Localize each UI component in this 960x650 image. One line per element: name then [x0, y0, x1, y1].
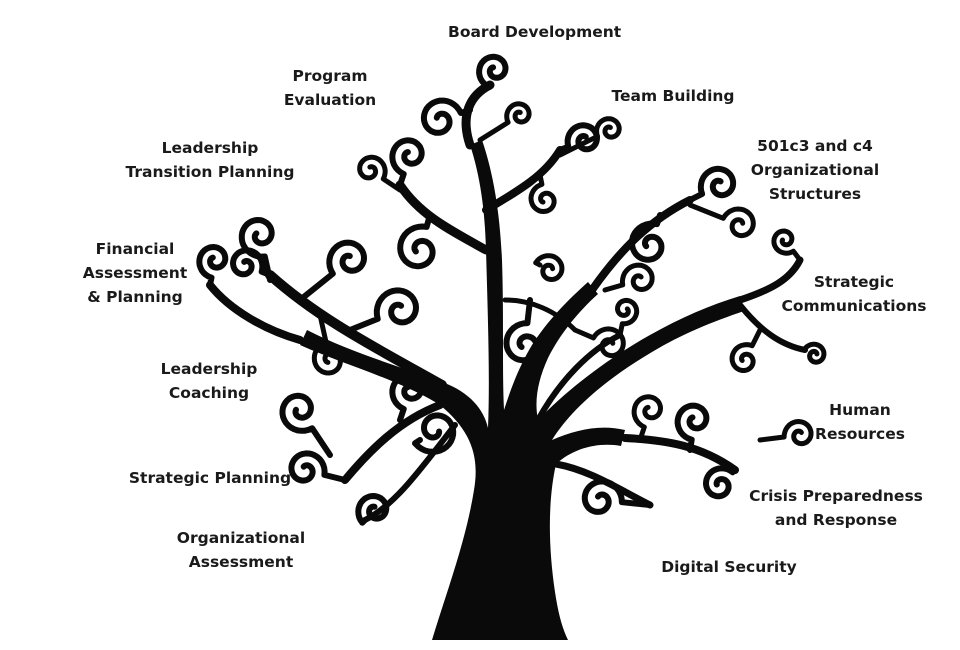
- label-human-resources: Human Resources: [815, 401, 905, 443]
- branch-curl: [737, 302, 808, 353]
- branch-curl: [476, 53, 509, 91]
- label-organizational-structures: 501c3 and c4 Organizational Structures: [750, 137, 880, 203]
- branch-curl: [757, 419, 814, 447]
- branch-curl: [687, 165, 737, 203]
- branch-curl: [687, 202, 756, 239]
- branch-curl: [533, 253, 565, 282]
- branch-curl: [477, 101, 532, 143]
- branch-curl: [502, 297, 578, 333]
- tree-trunk: [300, 140, 744, 640]
- branch-curl: [420, 97, 473, 136]
- branch-curl: [397, 212, 436, 270]
- branch-curl: [572, 326, 626, 359]
- branch-curl: [557, 122, 600, 153]
- branch-curl: [552, 460, 654, 509]
- tree-branches: [196, 53, 827, 526]
- branch-curl: [801, 341, 827, 365]
- label-leadership-transition-planning: Leadership Transition Planning: [125, 139, 295, 181]
- branch-curl: [628, 212, 665, 263]
- branch-curl: [581, 478, 653, 515]
- branch-curl: [265, 270, 447, 390]
- branch-curl: [395, 180, 491, 255]
- branch-curl: [674, 402, 710, 453]
- branch-curl: [588, 196, 694, 294]
- branch-curl: [355, 493, 390, 526]
- label-digital-security: Digital Security: [661, 558, 797, 576]
- branch-curl: [288, 450, 348, 484]
- branch-curl: [347, 287, 419, 333]
- label-board-development: Board Development: [448, 23, 622, 41]
- branch-curl: [729, 327, 763, 373]
- label-organizational-assessment: Organizational Assessment: [176, 529, 306, 571]
- branch-curl: [341, 401, 444, 484]
- branch-curl: [297, 239, 367, 303]
- branch-curl: [631, 394, 663, 443]
- label-strategic-communications: Strategic Communications: [781, 273, 927, 315]
- branch-curl: [736, 256, 804, 304]
- branch-curl: [482, 146, 564, 214]
- branch-curl: [279, 392, 333, 458]
- label-leadership-coaching: Leadership Coaching: [160, 360, 258, 402]
- branch-curl: [412, 412, 457, 455]
- branch-curl: [557, 116, 622, 158]
- branch-curl: [528, 172, 557, 214]
- branch-curl: [311, 312, 343, 376]
- branch-curl: [389, 137, 425, 188]
- label-team-building: Team Building: [611, 87, 735, 105]
- label-strategic-planning: Strategic Planning: [128, 469, 292, 487]
- branch-curl: [771, 228, 803, 263]
- branch-curl: [615, 297, 640, 338]
- branch-curl: [238, 217, 275, 283]
- branch-curl: [703, 465, 738, 500]
- branch-curl: [602, 262, 655, 293]
- branch-curl: [621, 434, 739, 474]
- branch-curl: [206, 281, 304, 344]
- branch-curl: [357, 154, 403, 193]
- label-crisis-preparedness-response: Crisis Preparedness and Response: [749, 487, 923, 529]
- label-financial-assessment-planning: Financial Assessment & Planning: [82, 240, 188, 306]
- branch-curl: [196, 244, 229, 288]
- branch-curl: [362, 422, 458, 523]
- label-program-evaluation: Program Evaluation: [283, 67, 377, 109]
